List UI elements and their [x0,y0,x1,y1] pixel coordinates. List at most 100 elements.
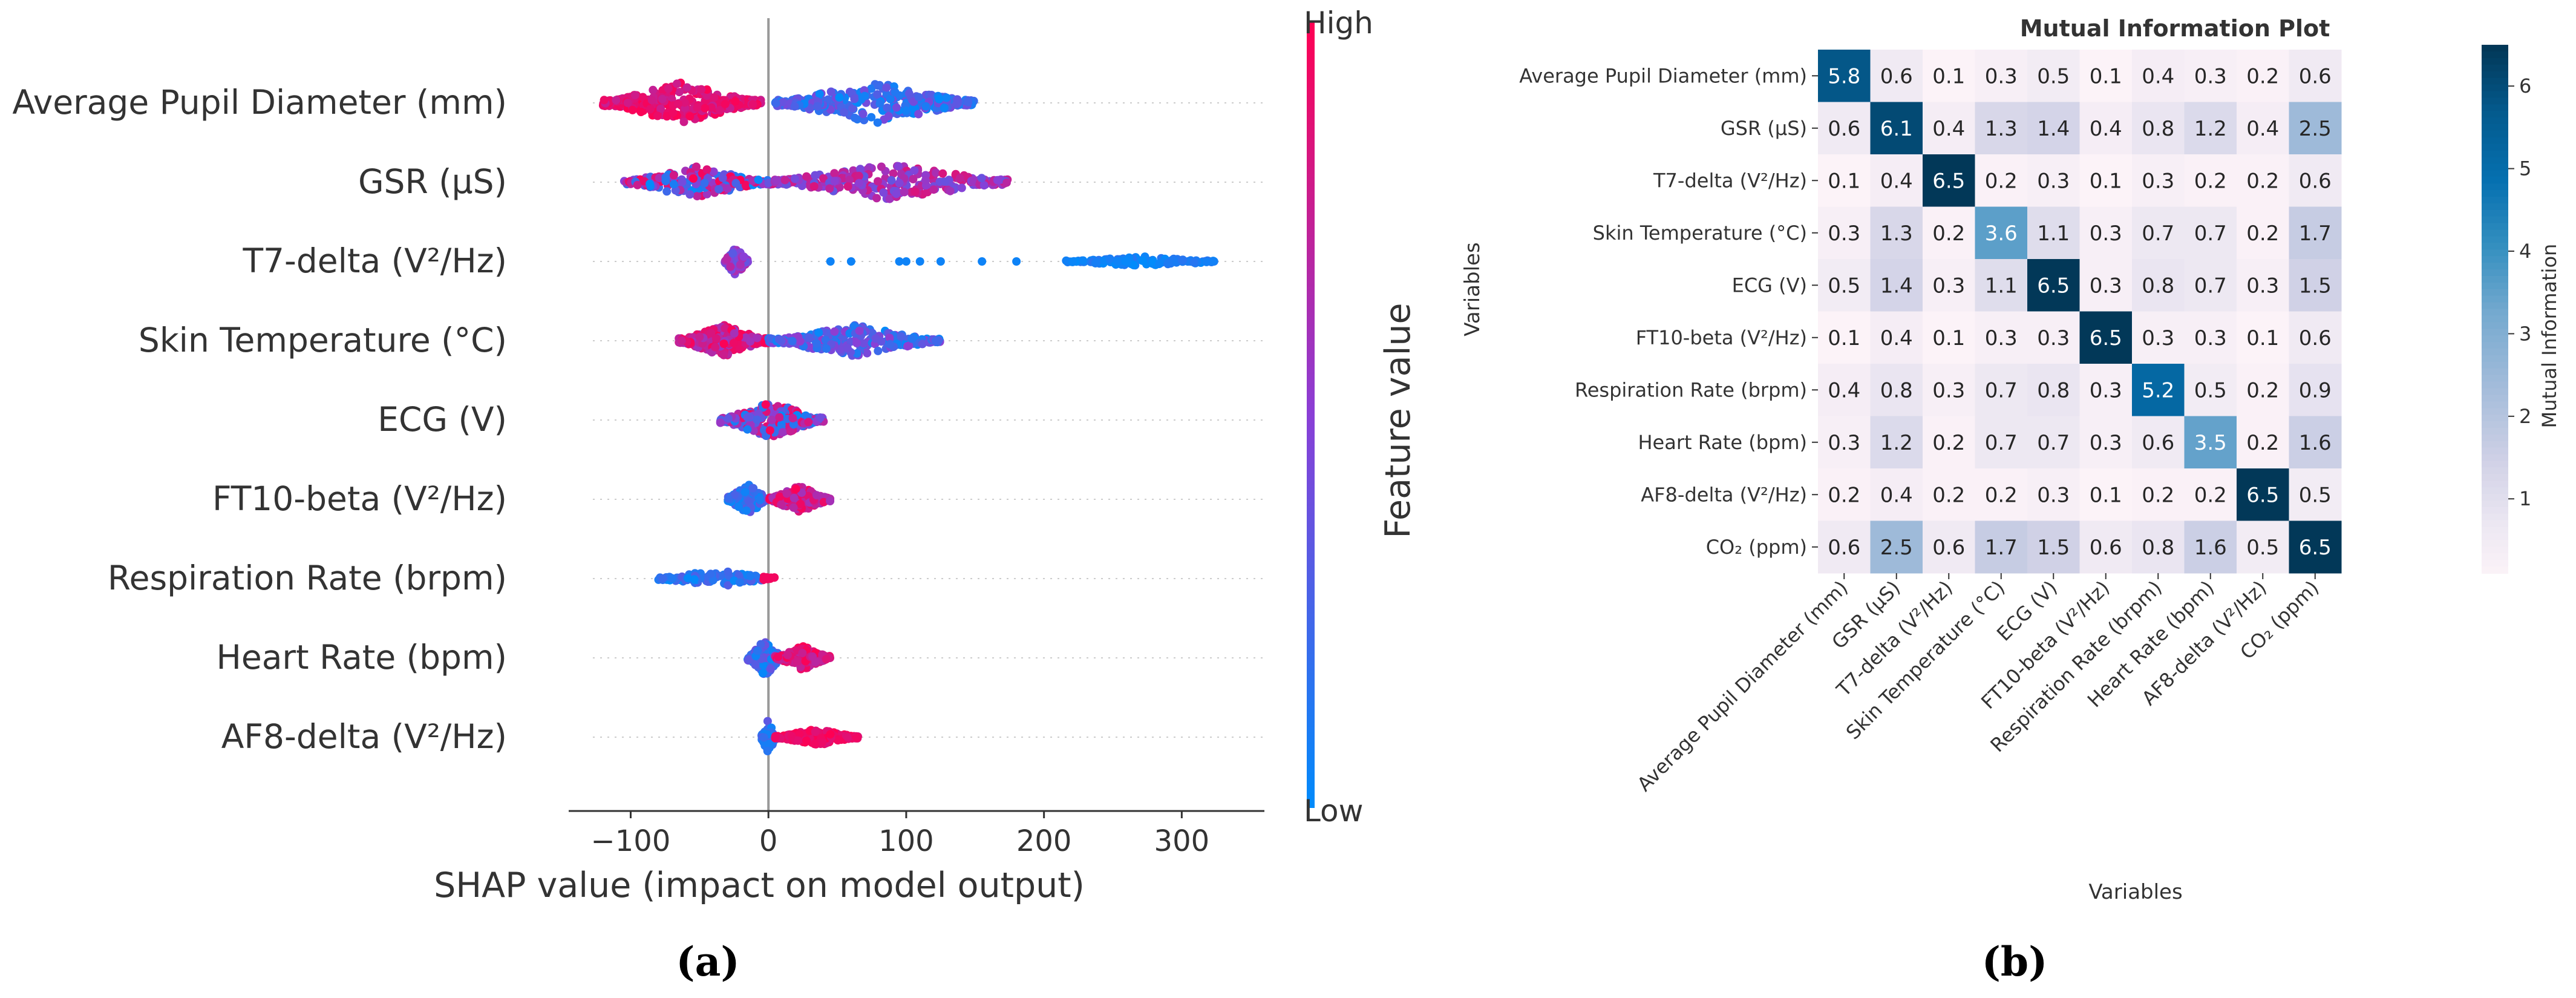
heatmap-cell [2237,102,2289,155]
shap-point [955,174,964,183]
shap-point [977,174,986,183]
heatmap-cell-value: 0.7 [1985,378,2018,402]
heatmap-cell-value: 0.2 [2246,64,2279,88]
heatmap-cell-value: 0.6 [1828,536,1860,560]
heatmap-cell [2289,520,2342,574]
heatmap-cell-value: 1.7 [1985,536,2018,560]
shap-point [658,94,667,103]
shap-point [848,104,857,113]
shap-point [857,95,866,104]
colorbar-segment [2482,500,2508,508]
heatmap-cell-value: 0.1 [2090,483,2122,507]
heatmap-y-label: GSR (μS) [1721,117,1807,140]
shap-point [763,574,772,583]
heatmap-cell [2132,259,2185,312]
heatmap-cell [1975,364,2028,416]
shap-point [946,186,955,195]
shap-point [647,96,656,105]
shap-point [903,342,912,351]
shap-point [1062,256,1071,265]
colorbar-segment [2482,163,2508,171]
heatmap-cell [1870,311,1923,364]
shap-point [675,88,684,97]
colorbar-segment [2482,91,2508,99]
shap-point [877,162,886,171]
shap-point [729,338,738,347]
shap-point [843,733,852,742]
shap-point [751,660,760,669]
feature-label: Skin Temperature (°C) [139,321,507,359]
heatmap-cell-value: 6.5 [2090,326,2122,350]
shap-point [882,83,891,92]
heatmap-cell [1975,206,2028,260]
heatmap-cell-value: 0.2 [1985,169,2018,193]
shap-point [798,649,807,658]
heatmap-cell [1870,154,1923,207]
heatmap-cell-value: 0.3 [2090,222,2122,246]
shap-point [633,180,642,189]
shap-point [669,180,678,189]
shap-point [875,99,884,108]
shap-point [830,169,839,178]
shap-point [680,98,689,107]
heatmap-cell-value: 0.1 [1932,326,1965,350]
heatmap-cell [2184,520,2237,574]
heatmap-cell-value: 0.7 [2142,222,2174,246]
shap-point [802,736,811,745]
colorbar-segment [2482,355,2508,363]
shap-point [1164,258,1173,267]
heatmap-cell-value: 0.2 [1828,483,1860,507]
shap-point [895,179,904,188]
shap-point [874,81,883,90]
colorbar-segment [2482,401,2508,409]
heatmap-cell-value: 0.3 [1932,274,1965,298]
heatmap-cell [2027,468,2080,521]
heatmap-y-label: ECG (V) [1732,274,1807,297]
heatmap-cell-value: 0.3 [2037,326,2070,350]
shap-point [661,177,670,186]
shap-point [664,84,673,93]
colorbar-segment [2482,507,2508,514]
heatmap-cell-value: 0.3 [2090,431,2122,455]
shap-point [884,112,893,120]
heatmap-cell [2079,311,2133,364]
shap-point [850,94,859,103]
shap-point [901,106,910,115]
shap-point [778,428,787,437]
heatmap-cell-value: 2.5 [2299,117,2332,141]
shap-point [929,185,938,194]
heatmap-cell-value: 0.4 [1880,326,1913,350]
shap-point [802,172,811,181]
heatmap-cell-value: 1.7 [2299,222,2332,246]
shap-point [743,413,752,422]
shap-point [835,93,844,102]
shap-point [628,105,637,114]
colorbar-segment [2482,117,2508,125]
heatmap-cell-value: 2.5 [1880,536,1913,560]
heatmap-cell [2289,311,2342,364]
colorbar-segment [2482,77,2508,85]
shap-point [825,184,834,193]
heatmap-cell-value: 0.3 [2194,326,2227,350]
shap-point [623,98,632,107]
shap-point [763,747,772,755]
shap-point [873,118,882,127]
heatmap-cell [2079,206,2133,260]
heatmap-cell-value: 3.6 [1985,222,2018,246]
shap-point [765,426,774,435]
heatmap-cell-value: 0.6 [1932,536,1965,560]
heatmap-cell [2079,154,2133,207]
heatmap-cell-value: 0.4 [1880,483,1913,507]
shap-point [852,734,861,743]
shap-point [777,500,786,509]
heatmap-cell [2289,50,2342,102]
heatmap-cell-value: 0.5 [2299,483,2332,507]
heatmap-cell [2079,50,2133,102]
heatmap-cell-value: 0.6 [1880,64,1913,88]
heatmap-cell-value: 0.3 [2142,326,2174,350]
heatmap-cell [2027,259,2080,312]
heatmap-cell [1975,102,2028,155]
heatmap-cell [2184,102,2237,155]
shap-point [791,484,800,493]
heatmap-cell [1818,416,1871,469]
